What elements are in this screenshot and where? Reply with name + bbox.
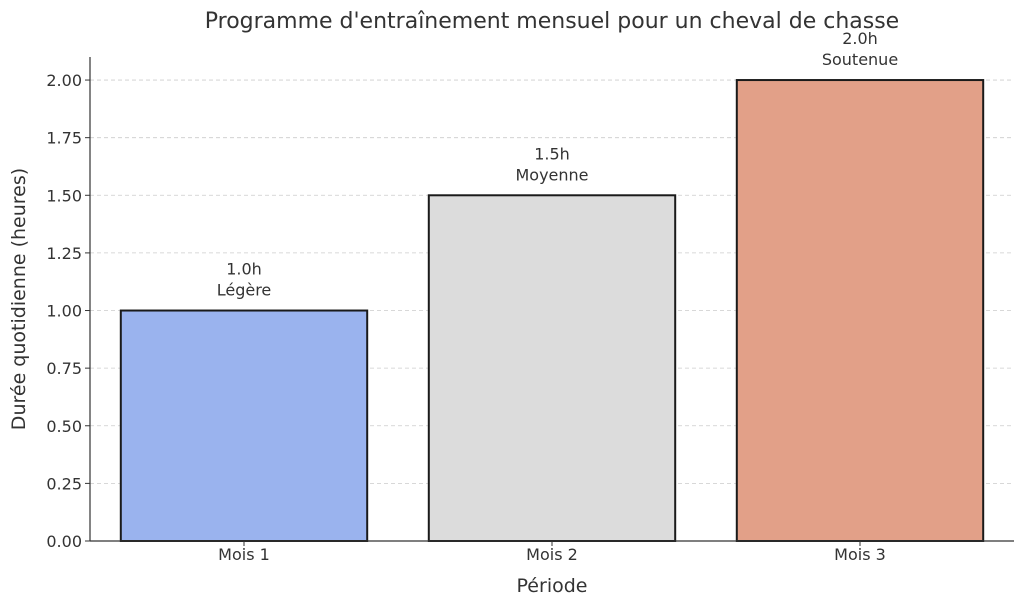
bar <box>429 195 675 541</box>
x-tick-label: Mois 1 <box>218 545 270 564</box>
x-tick-label: Mois 3 <box>834 545 886 564</box>
x-ticks: Mois 1 Mois 2 Mois 3 <box>218 541 886 564</box>
bar-intensity-label: Légère <box>217 281 272 300</box>
bar <box>737 80 983 541</box>
y-tick-label: 0.25 <box>46 474 82 493</box>
y-ticks: 0.00 0.25 0.50 0.75 1.00 1.25 1.50 1.75 2.00 <box>46 71 90 551</box>
y-tick-label: 1.75 <box>46 129 82 148</box>
bar-value-label: 2.0h <box>842 29 878 48</box>
y-tick-label: 0.50 <box>46 417 82 436</box>
y-tick-label: 2.00 <box>46 71 82 90</box>
x-axis-label: Période <box>517 575 588 597</box>
y-axis-label: Durée quotidienne (heures) <box>8 168 30 430</box>
y-tick-label: 1.25 <box>46 244 82 263</box>
bar-value-label: 1.5h <box>534 144 570 163</box>
bar-intensity-label: Soutenue <box>822 50 898 69</box>
y-tick-label: 1.50 <box>46 186 82 205</box>
y-tick-label: 0.75 <box>46 359 82 378</box>
y-tick-label: 1.00 <box>46 302 82 321</box>
y-tick-label: 0.00 <box>46 532 82 551</box>
x-tick-label: Mois 2 <box>526 545 578 564</box>
bar <box>121 311 367 541</box>
bar-value-label: 1.0h <box>226 260 262 279</box>
bar-intensity-label: Moyenne <box>515 165 588 184</box>
chart-title: Programme d'entraînement mensuel pour un… <box>205 9 899 34</box>
